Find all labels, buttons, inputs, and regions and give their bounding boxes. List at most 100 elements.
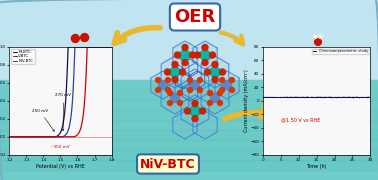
- V-BTC: [56, 136, 60, 138]
- Ni-BTC: [91, 46, 96, 48]
- Bar: [0, 160, 378, 170]
- Circle shape: [208, 100, 212, 105]
- Bar: [0, 90, 378, 100]
- Circle shape: [182, 60, 188, 66]
- X-axis label: Time (h): Time (h): [306, 164, 327, 169]
- NiV-BTC: [68, 136, 73, 138]
- Polygon shape: [161, 82, 189, 114]
- Circle shape: [170, 93, 180, 102]
- Circle shape: [60, 122, 67, 128]
- Text: @1.50 V vs RHE: @1.50 V vs RHE: [280, 117, 320, 122]
- Line: V-BTC: V-BTC: [9, 47, 112, 137]
- NiV-BTC: [91, 46, 96, 48]
- Circle shape: [314, 139, 322, 147]
- Polygon shape: [201, 56, 229, 88]
- Line: NiV-BTC: NiV-BTC: [9, 47, 112, 137]
- Ni-BTC: [62, 111, 67, 113]
- Circle shape: [197, 87, 203, 93]
- Circle shape: [71, 53, 79, 60]
- Circle shape: [202, 44, 208, 51]
- Circle shape: [71, 35, 79, 42]
- Circle shape: [170, 67, 180, 77]
- Circle shape: [220, 78, 225, 83]
- Circle shape: [192, 116, 198, 122]
- Circle shape: [309, 123, 317, 131]
- Circle shape: [220, 69, 226, 75]
- Circle shape: [192, 100, 198, 107]
- Circle shape: [319, 34, 323, 39]
- Circle shape: [180, 69, 186, 75]
- Ni-BTC: [56, 134, 60, 137]
- Ni-BTC: [7, 136, 12, 138]
- Polygon shape: [215, 71, 239, 99]
- Circle shape: [220, 87, 225, 93]
- Y-axis label: Current density (mA/cm²): Current density (mA/cm²): [244, 69, 249, 132]
- Legend: Chronoamperometric study: Chronoamperometric study: [312, 49, 369, 54]
- Circle shape: [212, 62, 218, 68]
- V-BTC: [68, 121, 73, 123]
- NiV-BTC: [109, 46, 114, 48]
- NiV-BTC: [7, 136, 12, 138]
- Bar: [0, 100, 378, 110]
- Circle shape: [200, 50, 210, 60]
- V-BTC: [109, 46, 114, 48]
- NiV-BTC: [56, 136, 60, 138]
- NiV-BTC: [56, 136, 61, 138]
- Circle shape: [211, 93, 220, 102]
- Polygon shape: [151, 71, 175, 99]
- V-BTC: [91, 46, 96, 48]
- Polygon shape: [193, 111, 217, 139]
- V-BTC: [107, 46, 112, 48]
- V-BTC: [56, 136, 61, 138]
- Circle shape: [182, 44, 188, 51]
- Circle shape: [172, 62, 178, 68]
- Circle shape: [202, 60, 208, 66]
- Ni-BTC: [56, 134, 61, 136]
- V-BTC: [7, 136, 12, 138]
- Polygon shape: [193, 41, 217, 69]
- Text: 270 mV: 270 mV: [56, 93, 71, 131]
- Circle shape: [341, 54, 345, 58]
- Bar: [0, 130, 378, 140]
- Circle shape: [197, 78, 203, 83]
- Line: Ni-BTC: Ni-BTC: [9, 47, 112, 137]
- Polygon shape: [175, 71, 191, 89]
- V-BTC: [73, 46, 77, 48]
- Circle shape: [187, 87, 192, 93]
- Circle shape: [195, 52, 200, 58]
- Circle shape: [229, 78, 234, 83]
- NiV-BTC: [107, 46, 112, 48]
- Circle shape: [190, 106, 200, 116]
- Circle shape: [313, 34, 317, 39]
- Circle shape: [167, 91, 172, 96]
- Circle shape: [229, 87, 234, 93]
- Circle shape: [187, 78, 192, 83]
- Circle shape: [204, 69, 211, 75]
- Text: ~350 mV: ~350 mV: [50, 145, 70, 150]
- Polygon shape: [181, 95, 209, 127]
- Circle shape: [200, 108, 206, 114]
- Bar: [0, 80, 378, 180]
- Circle shape: [209, 52, 215, 58]
- Circle shape: [223, 80, 231, 89]
- Ni-BTC: [66, 46, 70, 48]
- Circle shape: [167, 100, 172, 105]
- Legend: Ni-BTC, V-BTC, NiV-BTC: Ni-BTC, V-BTC, NiV-BTC: [11, 49, 35, 64]
- V-BTC: [62, 135, 67, 137]
- Bar: [0, 110, 378, 120]
- Circle shape: [81, 34, 88, 42]
- Bar: [0, 120, 378, 130]
- Circle shape: [212, 76, 218, 82]
- Polygon shape: [182, 59, 198, 77]
- NiV-BTC: [62, 136, 67, 138]
- Circle shape: [336, 59, 343, 65]
- Polygon shape: [161, 56, 189, 88]
- Polygon shape: [182, 83, 198, 101]
- NiV-BTC: [85, 46, 90, 48]
- Circle shape: [158, 80, 167, 89]
- Circle shape: [299, 125, 307, 133]
- Circle shape: [314, 39, 321, 45]
- Ni-BTC: [109, 46, 114, 48]
- Text: NiV-BTC: NiV-BTC: [140, 158, 196, 170]
- Text: 250 mV: 250 mV: [32, 109, 54, 131]
